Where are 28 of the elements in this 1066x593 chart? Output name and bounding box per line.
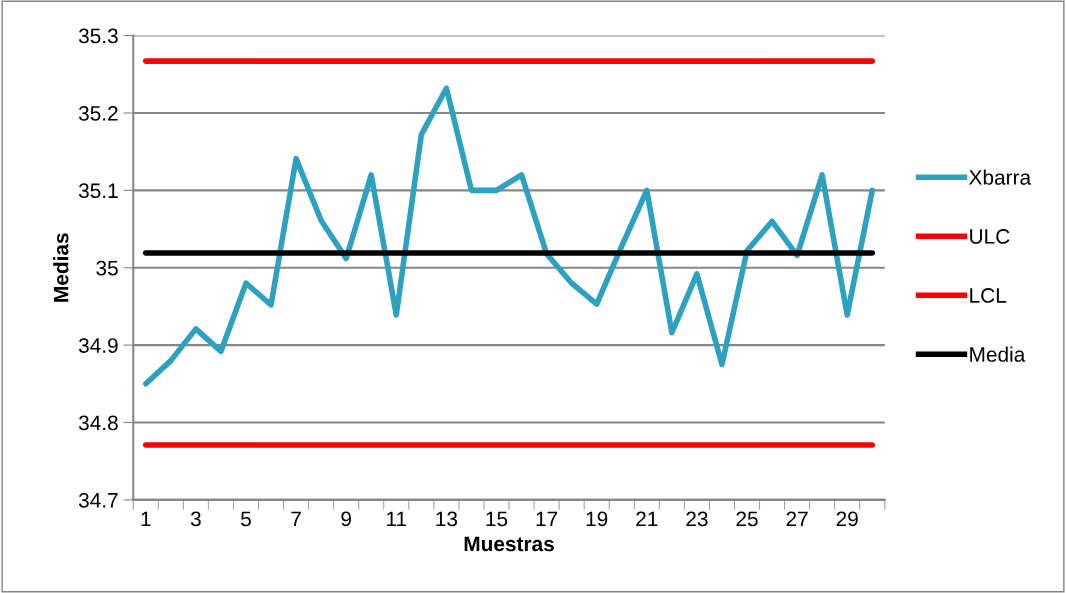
- y-tick-label: 34.8: [78, 415, 118, 431]
- x-tick-label: 9: [341, 511, 351, 527]
- legend-label: ULC: [970, 229, 1010, 244]
- y-tick-label: 34.7: [78, 492, 118, 508]
- x-tick-label: 17: [536, 511, 558, 527]
- y-tick-label: 35.2: [78, 105, 118, 121]
- x-tick-label: 21: [636, 511, 658, 527]
- y-axis-title: Medias: [53, 233, 69, 302]
- x-tick-label: 15: [486, 511, 508, 527]
- y-tick-label: 34.9: [78, 338, 118, 353]
- x-tick-label: 13: [436, 511, 458, 527]
- x-tick-label: 25: [736, 511, 758, 527]
- x-tick-label: 29: [836, 511, 858, 527]
- x-tick-label: 19: [586, 511, 608, 527]
- legend-label: Xbarra: [969, 169, 1032, 185]
- x-tick-label: 3: [190, 511, 201, 527]
- x-tick-label: 7: [291, 511, 301, 527]
- x-tick-label: 23: [686, 511, 708, 527]
- y-tick-label: 35.1: [78, 183, 118, 199]
- y-tick-label: 35: [96, 260, 118, 276]
- x-tick-label: 1: [141, 511, 151, 527]
- x-tick-label: 11: [387, 511, 407, 527]
- x-axis-title: Muestras: [464, 536, 554, 552]
- y-tick-label: 35.3: [78, 28, 118, 44]
- legend-label: LCL: [970, 288, 1007, 303]
- x-tick-label: 27: [786, 511, 808, 527]
- x-tick-label: 5: [241, 511, 251, 527]
- legend-label: Media: [970, 346, 1026, 362]
